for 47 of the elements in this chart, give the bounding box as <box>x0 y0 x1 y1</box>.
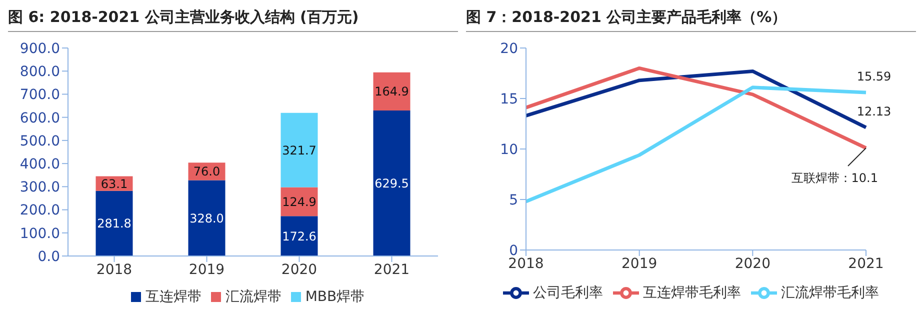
y-tick-label: 0.0 <box>38 248 60 265</box>
bar <box>373 110 410 256</box>
data-label: 63.1 <box>100 176 128 191</box>
x-tick-label: 2019 <box>188 262 225 278</box>
y-tick-label: 900.0 <box>20 40 60 57</box>
data-label: 281.8 <box>97 216 132 231</box>
y-tick-label: 10 <box>500 142 518 158</box>
data-label: 12.13 <box>856 104 892 118</box>
y-tick-label: 700.0 <box>20 87 60 104</box>
bar <box>373 72 410 111</box>
legend-label: 公司毛利率 <box>533 285 603 302</box>
y-tick-label: 15 <box>500 91 518 108</box>
bar <box>188 180 226 256</box>
y-tick-label: 300.0 <box>20 180 60 196</box>
legend-label: MBB焊带 <box>305 289 365 305</box>
bar <box>280 216 318 256</box>
y-tick-label: 400.0 <box>20 156 60 173</box>
data-label: 76.0 <box>193 164 220 179</box>
x-tick-label: 2021 <box>374 262 410 278</box>
data-label: 172.6 <box>282 229 316 244</box>
y-tick-label: 20 <box>500 40 518 57</box>
x-tick-label: 2020 <box>734 256 770 272</box>
y-tick-label: 800.0 <box>20 64 60 80</box>
y-tick-label: 200.0 <box>20 202 60 219</box>
x-tick-label: 2019 <box>622 256 658 272</box>
legend-label: 互连焊带毛利率 <box>643 285 741 302</box>
bar <box>96 190 133 256</box>
x-tick-label: 2018 <box>96 262 132 278</box>
y-tick-label: 500.0 <box>20 133 60 150</box>
chart-title: 图 7：2018-2021 公司主要产品毛利率（%） <box>466 8 916 32</box>
data-label: 321.7 <box>282 143 316 158</box>
data-label: 164.9 <box>374 84 409 99</box>
y-tick-label: 100.0 <box>20 226 60 242</box>
data-label: 15.59 <box>856 70 892 84</box>
x-tick-label: 2021 <box>848 256 884 272</box>
legend-label: 互连焊带 <box>145 289 202 305</box>
x-tick-label: 2020 <box>281 262 318 278</box>
legend-label: 汇流焊带 <box>225 289 282 305</box>
data-label: 328.0 <box>190 211 224 226</box>
data-label: 124.9 <box>282 194 316 209</box>
bar <box>280 112 318 188</box>
chart-title: 图 6: 2018-2021 公司主营业务收入结构 (百万元) <box>8 8 458 32</box>
legend-label: 汇流焊带毛利率 <box>781 285 879 302</box>
annotation: 互联焊带：10.1 <box>791 170 878 185</box>
data-label: 629.5 <box>374 176 409 191</box>
y-tick-label: 5 <box>509 192 518 208</box>
y-tick-label: 600.0 <box>20 110 60 126</box>
